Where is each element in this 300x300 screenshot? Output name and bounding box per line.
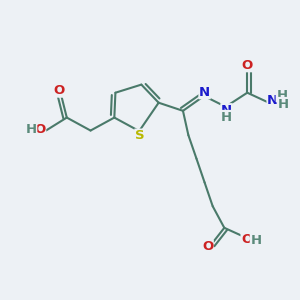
Text: S: S: [135, 129, 145, 142]
Text: O: O: [202, 240, 213, 253]
Text: O: O: [54, 84, 65, 97]
Text: O: O: [34, 123, 46, 136]
Text: N: N: [221, 104, 232, 117]
Text: N: N: [199, 86, 210, 99]
Text: N: N: [267, 94, 278, 107]
Text: H: H: [250, 234, 262, 247]
Text: H: H: [278, 98, 289, 111]
Text: H: H: [221, 110, 232, 124]
Text: O: O: [241, 233, 252, 246]
Text: H: H: [26, 123, 37, 136]
Text: O: O: [242, 59, 253, 72]
Text: H: H: [276, 88, 287, 102]
